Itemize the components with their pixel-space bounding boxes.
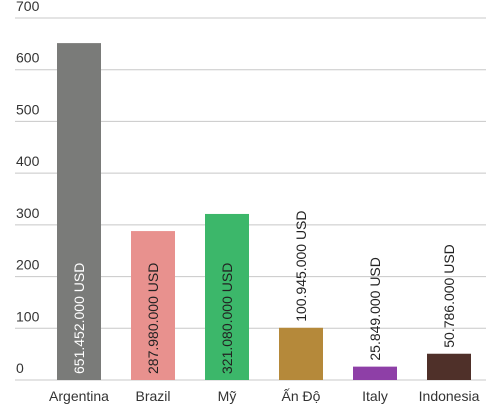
bar — [57, 43, 101, 380]
y-tick-label: 300 — [16, 205, 40, 221]
y-tick-label: 200 — [16, 257, 40, 273]
y-tick-label: 500 — [16, 101, 40, 117]
x-tick-label: Argentina — [49, 388, 109, 404]
bar — [427, 353, 471, 380]
x-tick-label: Indonesia — [419, 388, 480, 404]
y-tick-label: 400 — [16, 153, 40, 169]
x-tick-label: Mỹ — [218, 388, 237, 404]
data-label: 321.080.000 USD — [219, 263, 235, 374]
data-label: 100.945.000 USD — [293, 210, 309, 321]
x-tick-label: Ấn Độ — [282, 388, 321, 404]
bar — [353, 366, 397, 380]
data-label: 287.980.000 USD — [145, 263, 161, 374]
y-tick-label: 700 — [16, 0, 40, 14]
bar — [205, 213, 249, 380]
data-label: 25.849.000 USD — [367, 257, 383, 361]
y-tick-label: 100 — [16, 308, 40, 324]
y-tick-label: 0 — [16, 360, 24, 376]
x-tick-label: Brazil — [135, 388, 170, 404]
y-tick-label: 600 — [16, 50, 40, 66]
bar — [279, 327, 323, 380]
x-tick-label: Italy — [362, 388, 388, 404]
data-label: 651.452.000 USD — [71, 263, 87, 374]
data-label: 50.786.000 USD — [441, 244, 457, 348]
bar — [131, 231, 175, 380]
